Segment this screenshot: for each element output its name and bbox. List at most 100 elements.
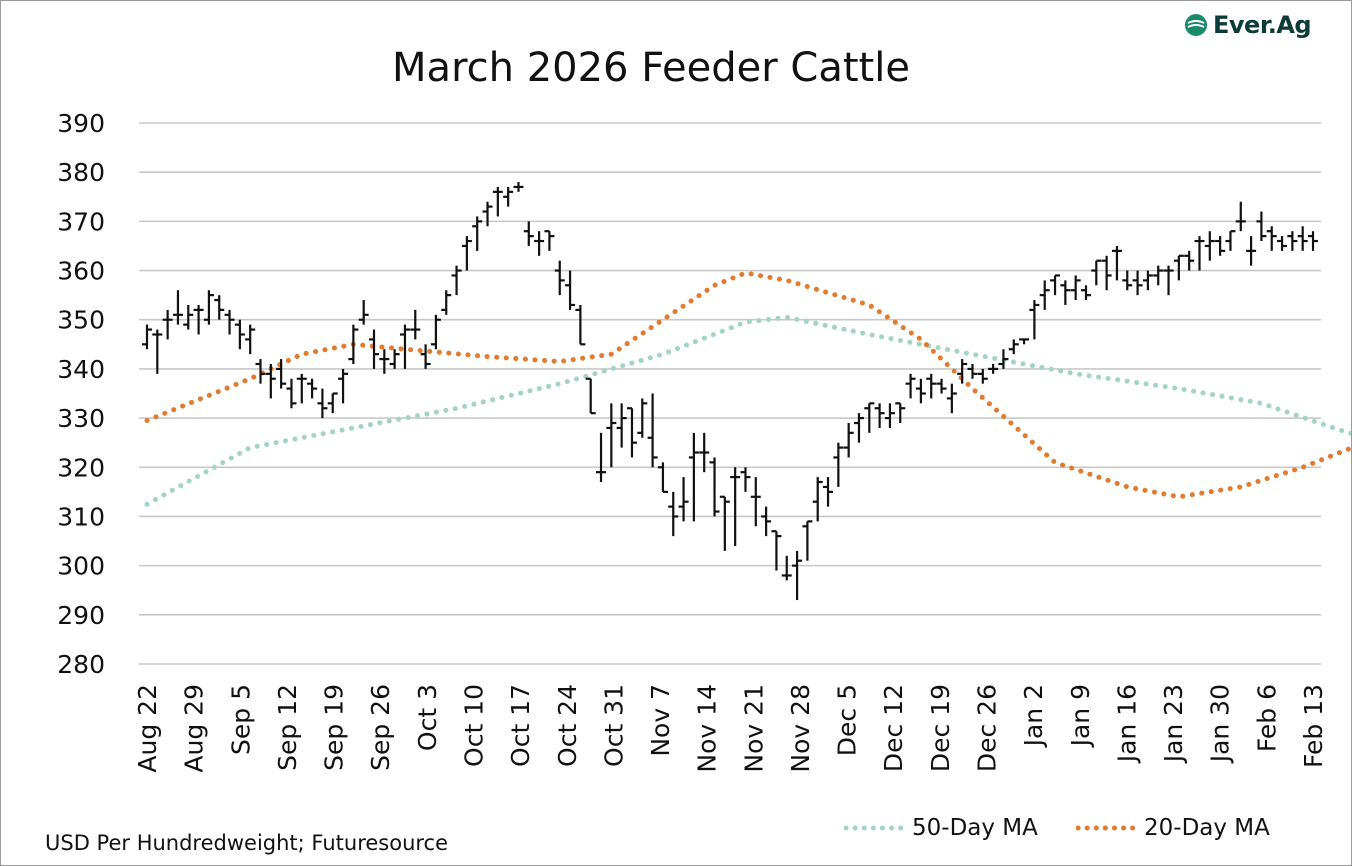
ohlc-bar — [657, 462, 668, 493]
x-tick-label: Sep 26 — [366, 684, 395, 771]
x-tick-label: Oct 3 — [413, 684, 442, 751]
ohlc-bar — [276, 359, 287, 389]
legend-swatch-20day — [1076, 825, 1136, 831]
x-tick-label: Dec 26 — [973, 684, 1002, 772]
ohlc-bar — [977, 368, 988, 384]
ohlc-bar — [379, 349, 390, 374]
ohlc-bar — [781, 555, 792, 581]
ohlc-bar — [668, 491, 679, 537]
ohlc-bar — [399, 324, 410, 369]
legend-item-50day: 50-Day MA — [844, 815, 1038, 841]
legend-swatch-50day — [844, 825, 904, 831]
ohlc-bar — [1297, 226, 1308, 251]
ohlc-bar — [296, 373, 307, 404]
ohlc-bar — [142, 324, 152, 350]
ohlc-bar — [637, 398, 648, 438]
ohlc-bar — [730, 467, 741, 546]
ohlc-bar — [946, 383, 957, 414]
ohlc-bar — [183, 304, 194, 330]
ohlc-bar — [503, 186, 514, 207]
y-tick-label: 310 — [57, 502, 105, 531]
ohlc-bar — [585, 377, 596, 415]
legend-label-20day: 20-Day MA — [1144, 815, 1270, 841]
ohlc-bar — [245, 324, 256, 355]
y-tick-label: 320 — [57, 453, 105, 482]
x-tick-label: Feb 6 — [1252, 684, 1281, 752]
ohlc-bar — [843, 423, 854, 458]
ohlc-bar — [348, 324, 359, 364]
ohlc-bar — [802, 520, 813, 561]
ohlc-bar — [461, 236, 472, 271]
ohlc-bar — [152, 329, 163, 374]
x-tick-label: Jan 2 — [1019, 684, 1048, 748]
ohlc-bar — [317, 388, 328, 419]
ohlc-bar — [1132, 270, 1143, 296]
x-tick-label: Dec 19 — [926, 684, 955, 772]
ohlc-bar — [369, 329, 380, 369]
x-tick-label: Jan 23 — [1159, 684, 1188, 764]
ohlc-bar — [1173, 254, 1184, 281]
ohlc-bar — [792, 550, 803, 601]
x-tick-label: Nov 28 — [786, 684, 815, 773]
ohlc-bar — [874, 403, 885, 428]
ohlc-bar — [626, 407, 637, 458]
ohlc-bar — [441, 290, 452, 315]
ohlc-bar — [616, 403, 627, 448]
ohlc-bar — [957, 359, 968, 384]
ohlc-bar — [1266, 226, 1277, 251]
ohlc-bar — [1070, 275, 1081, 301]
ohlc-bar — [1163, 265, 1174, 296]
ohlc-bar — [1111, 245, 1122, 281]
x-tick-label: Nov 21 — [739, 684, 768, 773]
ohlc-bar — [307, 378, 318, 399]
x-tick-label: Oct 24 — [553, 684, 582, 767]
ohlc-bar — [162, 309, 173, 340]
x-tick-label: Jan 30 — [1206, 684, 1235, 764]
ohlc-bar — [884, 403, 895, 428]
ohlc-bar — [203, 290, 214, 325]
ohlc-bar — [1184, 250, 1195, 271]
y-tick-label: 350 — [57, 306, 105, 335]
ohlc-bar — [1235, 201, 1246, 232]
ohlc-bar — [451, 265, 462, 296]
y-tick-label: 360 — [57, 257, 105, 286]
ohlc-bar — [265, 363, 276, 399]
ohlc-bar — [1142, 270, 1153, 291]
ohlc-bar — [1060, 280, 1071, 305]
ohlc-bar — [596, 432, 607, 483]
legend-item-20day: 20-Day MA — [1076, 815, 1270, 841]
ohlc-bar — [1050, 274, 1061, 296]
x-tick-label: Sep 5 — [226, 684, 255, 755]
brand-name: Ever.Ag — [1213, 11, 1312, 39]
ohlc-bar — [1308, 231, 1318, 251]
ohlc-bar — [420, 344, 431, 369]
ohlc-bar — [1225, 230, 1236, 251]
legend-label-50day: 50-Day MA — [912, 815, 1038, 841]
ohlc-bar — [915, 378, 926, 404]
source-note: USD Per Hundredweight; Futuresource — [45, 831, 449, 855]
ohlc-bar — [224, 309, 235, 335]
ohlc-bar — [678, 477, 689, 522]
y-tick-label: 280 — [57, 650, 105, 679]
ohlc-bar — [1101, 255, 1112, 291]
ohlc-bar — [1029, 300, 1040, 340]
ohlc-bar — [286, 378, 297, 409]
y-tick-label: 340 — [57, 355, 105, 384]
ohlc-bar — [430, 314, 441, 350]
ohlc-bar — [688, 432, 699, 522]
ohlc-bar — [750, 477, 761, 527]
ohlc-bar — [534, 231, 545, 256]
ohlc-bar — [1277, 236, 1288, 251]
y-tick-label: 290 — [57, 601, 105, 630]
ohlc-bar — [1008, 339, 1019, 355]
ohlc-bar — [864, 402, 875, 433]
ohlc-bar — [926, 373, 937, 399]
ohlc-bar — [1122, 270, 1133, 291]
ohlc-bar — [699, 432, 710, 473]
x-tick-label: Sep 19 — [320, 684, 349, 771]
ohlc-bar — [853, 413, 864, 443]
ohlc-bar — [338, 368, 349, 404]
ma-line-20-day-ma — [144, 270, 1351, 500]
ohlc-bar — [967, 363, 978, 379]
